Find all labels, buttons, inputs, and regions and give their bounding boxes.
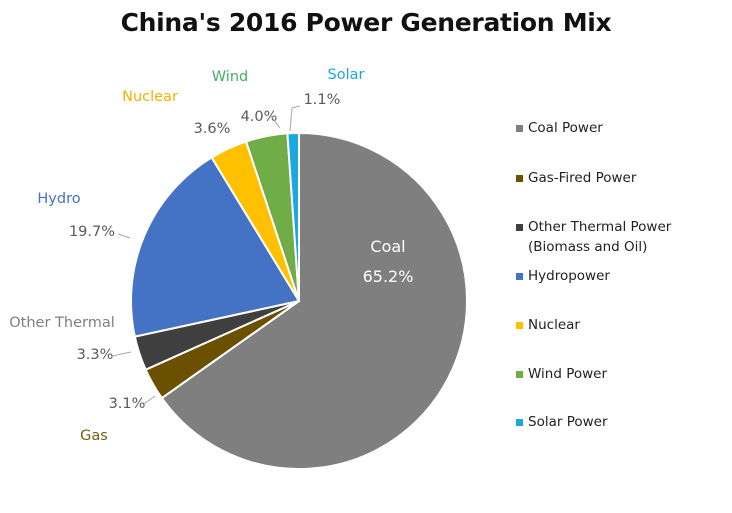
- legend-label-other-thermal-wrap: Other Thermal Power (Biomass and Oil): [528, 217, 728, 257]
- leader-line-hydro: [117, 233, 131, 239]
- legend-swatch-hydro: [516, 273, 523, 280]
- data-label-value-wind: 4.0%: [241, 109, 278, 125]
- legend-label-other-thermal-sub: (Biomass and Oil): [528, 239, 648, 255]
- data-label-name-wind: Wind: [212, 69, 248, 85]
- pie-slice-hydro: [130, 156, 301, 338]
- legend-label-hydro: Hydropower: [528, 268, 610, 284]
- legend-label-solar: Solar Power: [528, 414, 608, 430]
- data-label-name-coal: Coal: [370, 237, 405, 256]
- legend-label-gas: Gas-Fired Power: [528, 170, 637, 186]
- legend-swatch-wind: [516, 371, 523, 378]
- data-label-name-other-thermal: Other Thermal: [9, 315, 115, 331]
- data-label-name-nuclear: Nuclear: [122, 89, 178, 105]
- legend-swatch-solar: [516, 419, 523, 426]
- legend-label-other-thermal: Other Thermal Power: [528, 219, 672, 235]
- leader-line-solar: [289, 105, 301, 132]
- data-label-value-hydro: 19.7%: [69, 224, 115, 240]
- leader-line-other-thermal: [111, 351, 132, 357]
- legend-label-nuclear: Nuclear: [528, 317, 580, 333]
- data-label-name-solar: Solar: [328, 67, 365, 83]
- data-label-value-nuclear: 3.6%: [194, 121, 231, 137]
- leader-line-gas: [143, 395, 156, 405]
- data-label-name-hydro: Hydro: [37, 191, 80, 207]
- leader-line-wind: [270, 115, 281, 129]
- legend-swatch-coal: [516, 125, 523, 132]
- data-label-value-solar: 1.1%: [304, 92, 341, 108]
- data-label-value-coal: 65.2%: [363, 267, 414, 286]
- data-label-value-gas: 3.1%: [109, 396, 146, 412]
- legend-label-coal: Coal Power: [528, 120, 603, 136]
- data-label-name-gas: Gas: [80, 428, 108, 444]
- legend-swatch-nuclear: [516, 322, 523, 329]
- data-label-value-other-thermal: 3.3%: [77, 347, 114, 363]
- pie-slice-solar: [286, 131, 300, 302]
- chart-title: China's 2016 Power Generation Mix: [120, 8, 612, 37]
- legend-label-wind: Wind Power: [528, 366, 608, 382]
- legend-swatch-other-thermal: [516, 224, 523, 231]
- pie-slice-coal: [160, 131, 468, 470]
- legend-swatch-gas: [516, 175, 523, 182]
